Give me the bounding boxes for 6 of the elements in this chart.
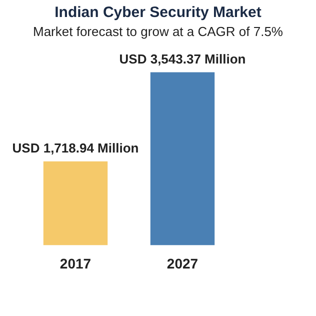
data-label: USD 1,718.94 Million <box>12 140 139 156</box>
data-label: USD 3,543.37 Million <box>119 51 246 66</box>
x-tick-label: 2017 <box>60 255 92 272</box>
chart-subtitle: Market forecast to grow at a CAGR of 7.5% <box>32 24 284 39</box>
x-tick-label: 2027 <box>166 255 198 272</box>
chart-title: Indian Cyber Security Market <box>54 4 262 21</box>
